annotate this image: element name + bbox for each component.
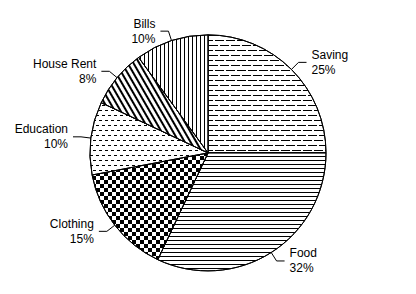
svg-text:Food: Food <box>290 246 317 260</box>
svg-text:Education: Education <box>15 122 68 136</box>
svg-text:8%: 8% <box>79 72 97 86</box>
svg-text:32%: 32% <box>290 261 314 275</box>
svg-text:10%: 10% <box>131 32 155 46</box>
svg-text:Saving: Saving <box>312 48 349 62</box>
svg-text:25%: 25% <box>312 63 336 77</box>
svg-text:Clothing: Clothing <box>50 217 94 231</box>
svg-text:10%: 10% <box>44 137 68 151</box>
svg-text:15%: 15% <box>70 232 94 246</box>
svg-text:House Rent: House Rent <box>33 57 97 71</box>
svg-text:Bills: Bills <box>133 17 155 31</box>
